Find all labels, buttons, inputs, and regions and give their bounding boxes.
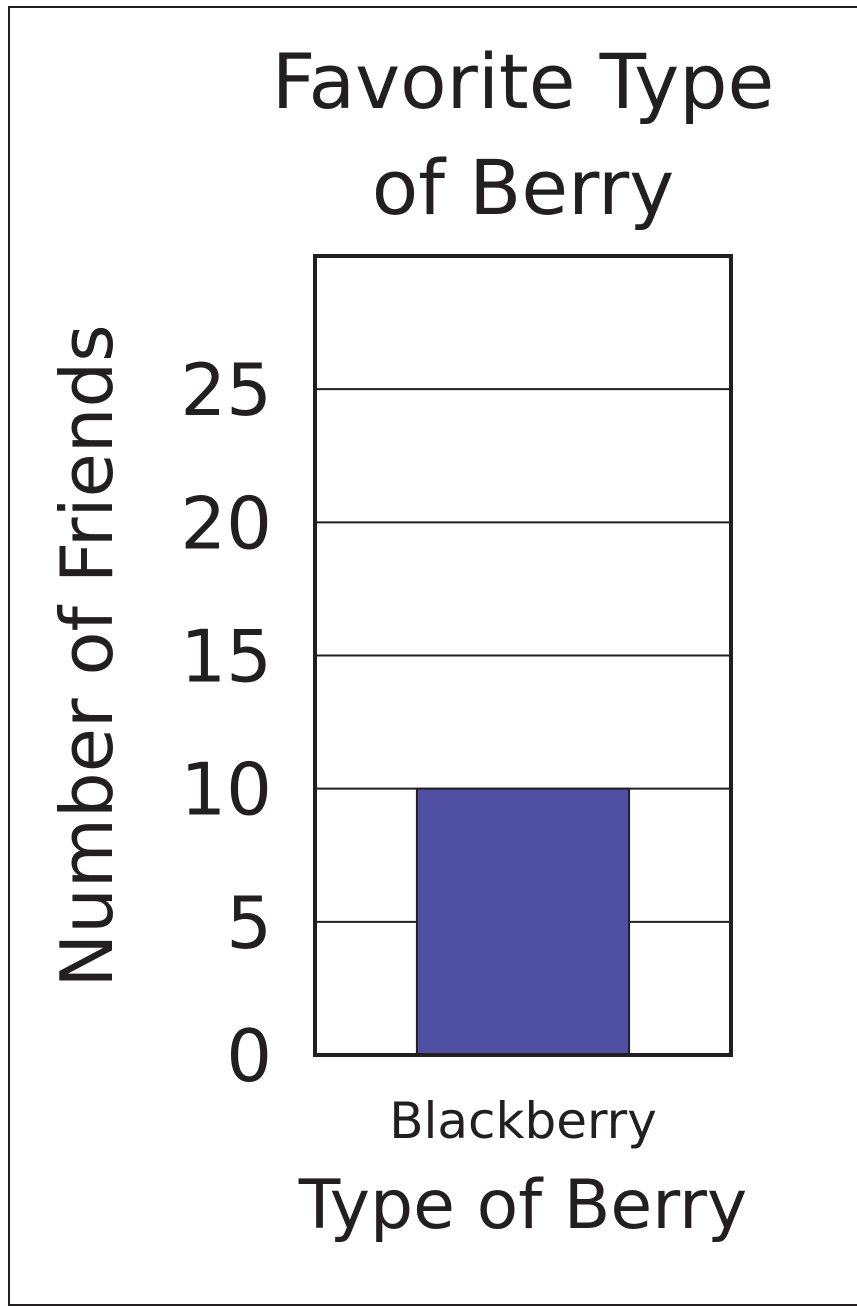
bar-chart: Favorite Type of Berry Number of Friends…	[45, 37, 774, 1245]
chart-title-line-2: of Berry	[372, 143, 674, 232]
y-axis-label: Number of Friends	[45, 324, 129, 987]
y-tick-labels: 0 5 10 15 20 25	[180, 348, 272, 1098]
y-tick-label: 10	[180, 748, 272, 832]
y-tick-label: 15	[180, 615, 272, 699]
y-tick-label: 25	[180, 348, 272, 432]
chart-title-line-1: Favorite Type	[272, 37, 774, 126]
bar-blackberry	[415, 787, 631, 1057]
plot-area-border	[313, 254, 733, 1057]
x-axis-label: Type of Berry	[298, 1166, 747, 1245]
x-category-label: Blackberry	[389, 1092, 657, 1150]
y-tick-label: 20	[180, 481, 272, 565]
bars	[415, 787, 631, 1057]
y-tick-label: 5	[226, 881, 272, 965]
x-category-labels: Blackberry	[389, 1092, 657, 1150]
y-tick-label: 0	[226, 1014, 272, 1098]
